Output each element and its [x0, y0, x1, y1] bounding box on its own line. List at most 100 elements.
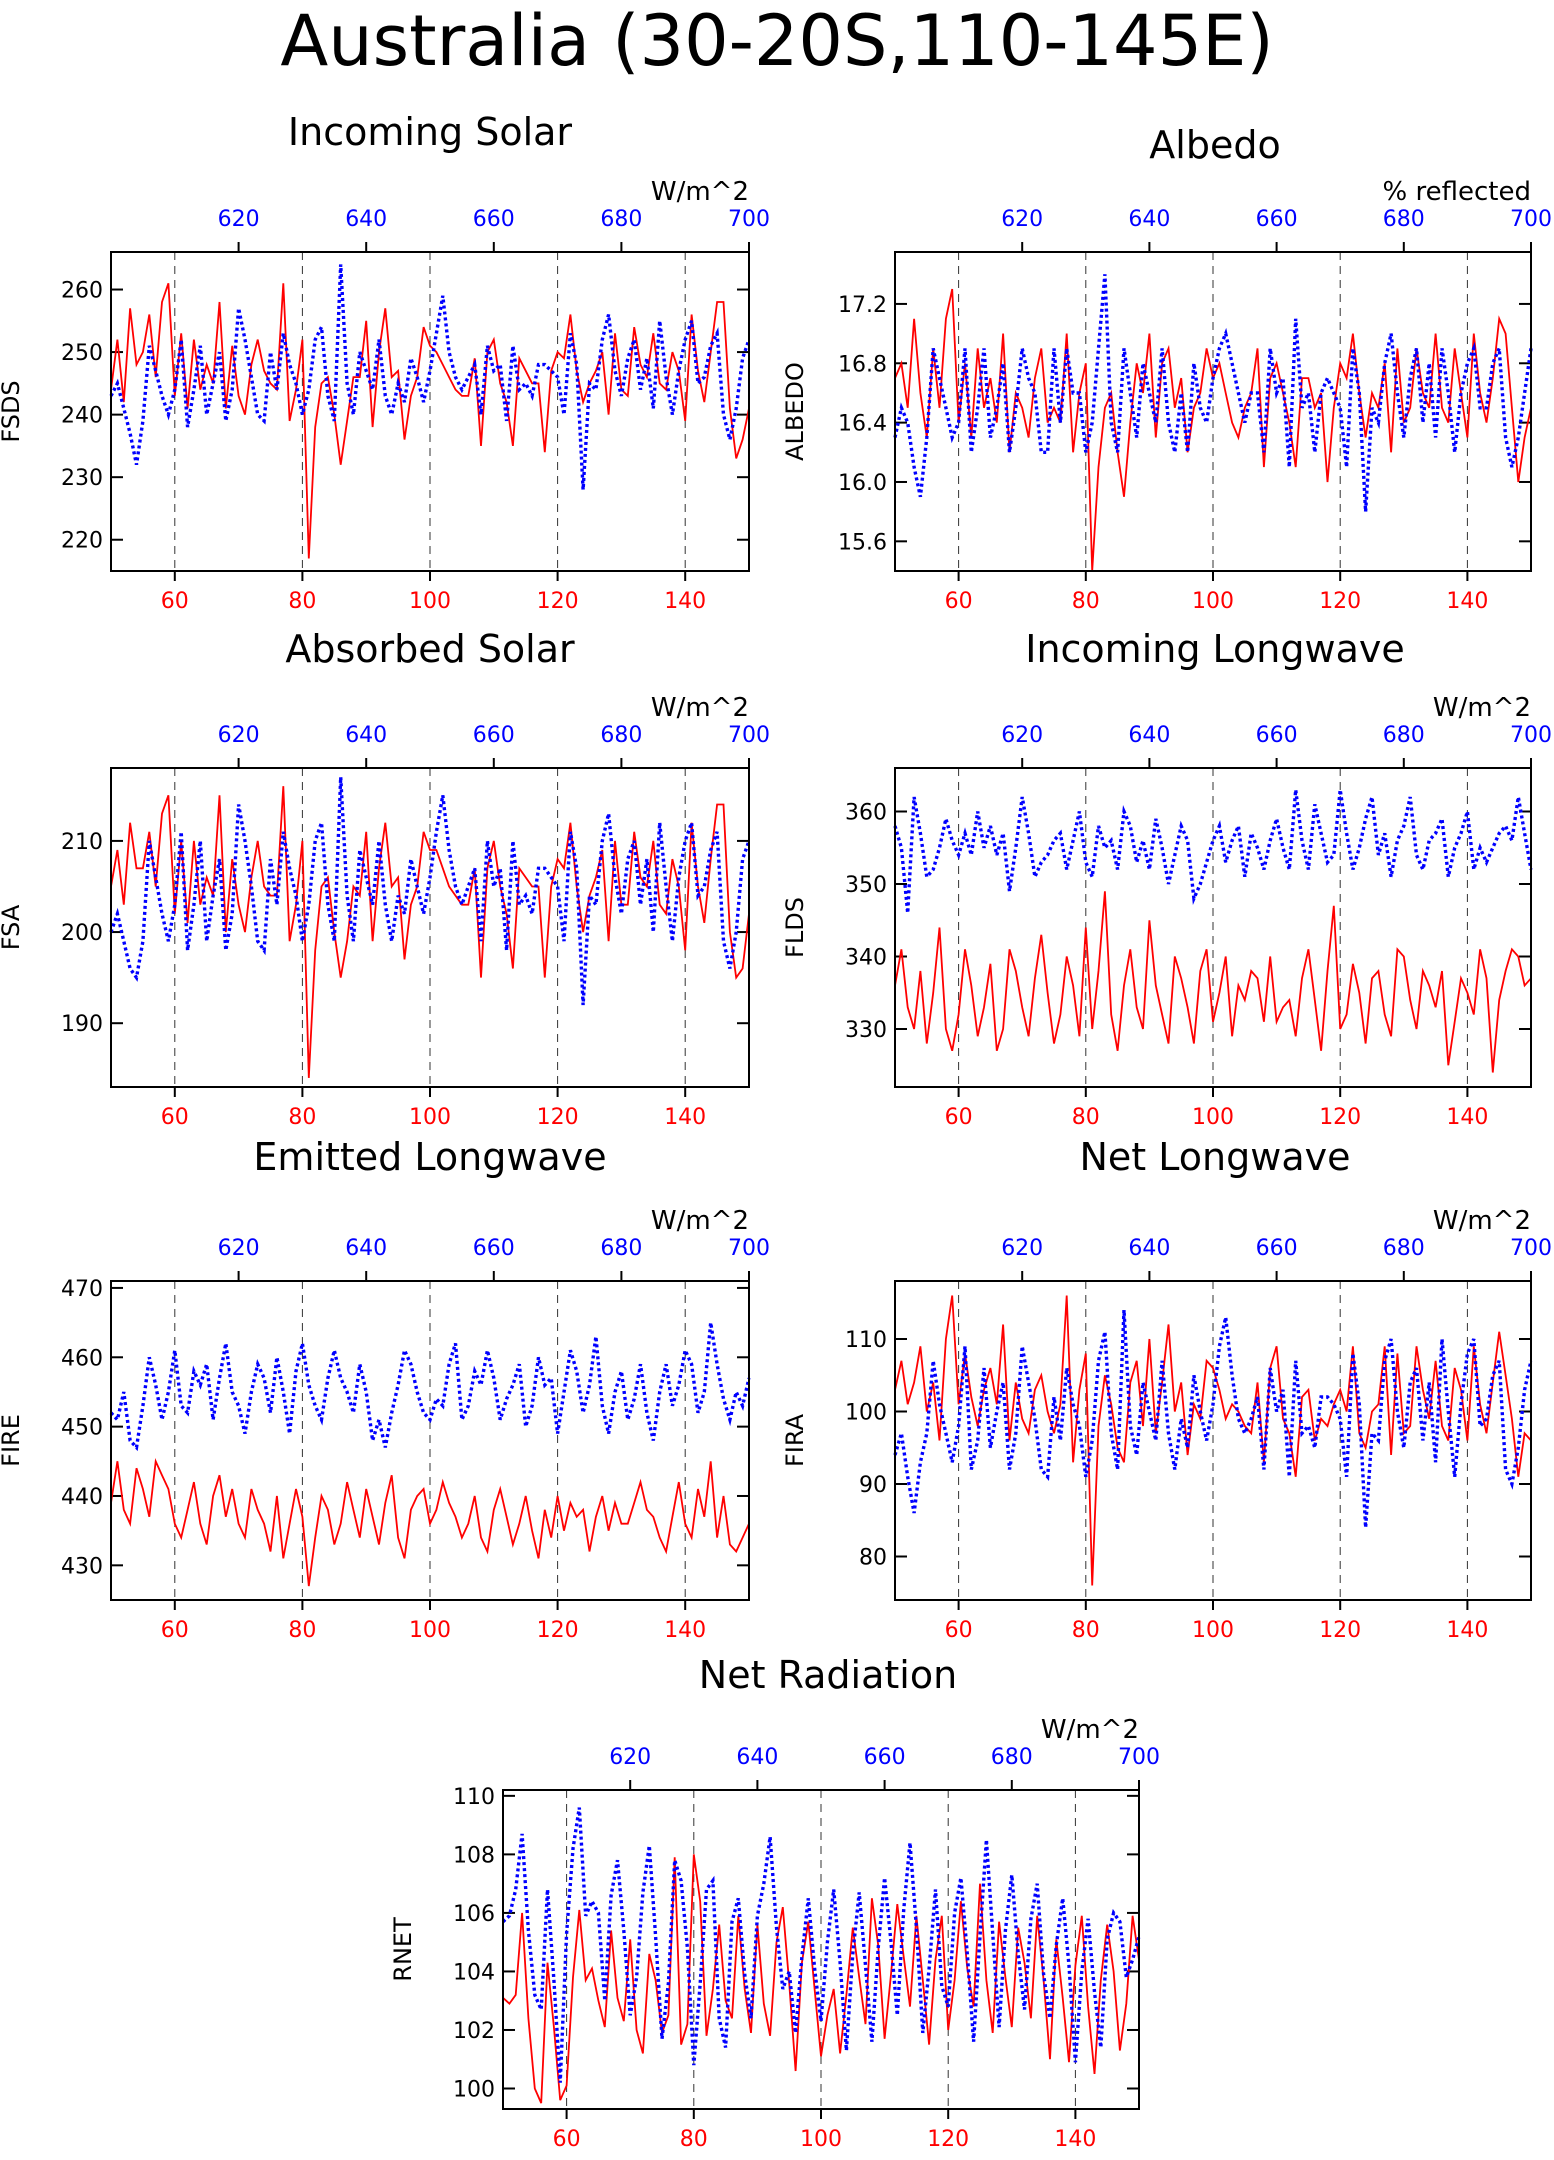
y-tick-label: 108	[453, 1843, 495, 1868]
x-tick-label-bottom: 80	[288, 1105, 316, 1130]
x-tick-label-top: 640	[345, 723, 387, 748]
x-tick-label-top: 620	[1001, 207, 1043, 232]
series-line-bottom-axis	[894, 891, 1532, 1073]
x-tick-label-bottom: 140	[1446, 1618, 1488, 1643]
y-tick-label: 230	[61, 466, 103, 491]
panel-fira: Net Longwave W/m^2 FIRA 80 90 100 110 60 80 100 12…	[781, 1135, 1552, 1643]
x-tick-label-bottom: 60	[945, 1105, 973, 1130]
x-tick-label-bottom: 140	[1446, 1105, 1488, 1130]
y-tick-label: 102	[453, 2019, 495, 2044]
x-tick-label-top: 680	[600, 723, 642, 748]
x-tick-label-bottom: 100	[1192, 1618, 1234, 1643]
x-tick-label-bottom: 60	[945, 1618, 973, 1643]
unit-label: W/m^2	[1433, 1206, 1531, 1236]
y-tick-label: 80	[859, 1546, 887, 1571]
y-tick-label: 17.2	[838, 293, 887, 318]
x-tick-label-top: 620	[218, 1236, 260, 1261]
y-tick-label: 100	[845, 1401, 887, 1426]
x-tick-label-top: 700	[728, 723, 770, 748]
x-tick-label-top: 660	[864, 1745, 906, 1770]
y-tick-label: 16.0	[838, 471, 887, 496]
y-axis-label: FIRA	[781, 1413, 809, 1467]
y-tick-label: 200	[61, 921, 103, 946]
unit-label: W/m^2	[1433, 693, 1531, 723]
y-tick-label: 430	[61, 1554, 103, 1579]
series-line-bottom-axis	[110, 1457, 750, 1587]
x-tick-label-top: 660	[1256, 723, 1298, 748]
x-tick-label-top: 680	[1383, 723, 1425, 748]
y-tick-label: 220	[61, 529, 103, 554]
x-tick-label-bottom: 60	[161, 1618, 189, 1643]
x-tick-label-top: 700	[1510, 207, 1552, 232]
x-tick-label-top: 700	[1118, 1745, 1160, 1770]
plot-frame	[894, 1280, 1532, 1601]
y-axis-label: FIRE	[0, 1414, 25, 1467]
plot-frame	[110, 1280, 750, 1601]
x-tick-label-bottom: 120	[1319, 1618, 1361, 1643]
y-tick-label: 240	[61, 404, 103, 429]
series-line-top-axis	[893, 1309, 1533, 1528]
unit-label: W/m^2	[651, 177, 749, 207]
panels-container: Incoming Solar W/m^2 FSDS 220 230 240 250 260 60…	[0, 110, 1552, 2152]
panel-fire: Emitted Longwave W/m^2 FIRE 430 440 450 460 470…	[0, 1135, 770, 1643]
panel-albedo: Albedo % reflected ALBEDO 15.6 16.0 16.4 16.8 1…	[781, 123, 1552, 614]
x-tick-label-top: 680	[600, 1236, 642, 1261]
y-tick-label: 104	[453, 1960, 495, 1985]
x-tick-label-bottom: 140	[664, 1105, 706, 1130]
x-tick-label-bottom: 100	[1192, 1105, 1234, 1130]
x-tick-label-bottom: 60	[161, 1105, 189, 1130]
series-line-top-axis	[109, 777, 751, 1006]
panel-fsa: Absorbed Solar W/m^2 FSA 190 200 210 60 80 100 12…	[0, 627, 770, 1130]
plot-frame	[110, 251, 750, 572]
x-tick-label-bottom: 120	[927, 2127, 969, 2152]
x-tick-label-top: 700	[1510, 723, 1552, 748]
x-tick-label-bottom: 100	[1192, 589, 1234, 614]
x-tick-label-top: 640	[1128, 1236, 1170, 1261]
y-tick-label: 106	[453, 1902, 495, 1927]
y-tick-label: 16.8	[838, 352, 887, 377]
x-tick-label-bottom: 80	[288, 589, 316, 614]
x-tick-label-bottom: 60	[553, 2127, 581, 2152]
x-tick-label-top: 660	[1256, 207, 1298, 232]
y-tick-label: 15.6	[838, 530, 887, 555]
x-tick-label-bottom: 140	[664, 589, 706, 614]
x-tick-label-bottom: 80	[680, 2127, 708, 2152]
x-tick-label-bottom: 140	[664, 1618, 706, 1643]
x-tick-label-top: 660	[1256, 1236, 1298, 1261]
panel-title: Emitted Longwave	[253, 1135, 606, 1179]
y-tick-label: 460	[61, 1346, 103, 1371]
x-tick-label-bottom: 120	[537, 589, 579, 614]
panel-flds: Incoming Longwave W/m^2 FLDS 330 340 350 360 60…	[781, 627, 1552, 1130]
y-tick-label: 350	[845, 873, 887, 898]
x-tick-label-bottom: 80	[1072, 1105, 1100, 1130]
x-tick-label-top: 620	[218, 207, 260, 232]
y-tick-label: 100	[453, 2078, 495, 2103]
y-tick-label: 440	[61, 1485, 103, 1510]
x-tick-label-top: 640	[345, 1236, 387, 1261]
y-tick-label: 190	[61, 1012, 103, 1037]
x-tick-label-top: 640	[345, 207, 387, 232]
x-tick-label-top: 700	[1510, 1236, 1552, 1261]
x-tick-label-bottom: 80	[288, 1618, 316, 1643]
x-tick-label-top: 700	[728, 1236, 770, 1261]
y-axis-label: FSDS	[0, 380, 25, 442]
x-tick-label-bottom: 100	[409, 1105, 451, 1130]
y-axis-label: FSA	[0, 904, 25, 950]
panel-title: Absorbed Solar	[285, 627, 575, 671]
x-tick-label-top: 620	[1001, 723, 1043, 748]
series-line-top-axis	[893, 274, 1533, 512]
x-tick-label-top: 680	[600, 207, 642, 232]
series-line-top-axis	[893, 789, 1533, 914]
x-tick-label-top: 640	[1128, 207, 1170, 232]
series-line-bottom-axis	[894, 1295, 1532, 1586]
y-axis-label: RNET	[389, 1917, 417, 1982]
y-axis-label: FLDS	[781, 897, 809, 958]
x-tick-label-bottom: 60	[161, 589, 189, 614]
x-tick-label-top: 640	[1128, 723, 1170, 748]
y-tick-label: 470	[61, 1277, 103, 1302]
x-tick-label-top: 680	[1383, 207, 1425, 232]
x-tick-label-top: 680	[1383, 1236, 1425, 1261]
y-tick-label: 360	[845, 801, 887, 826]
x-tick-label-bottom: 60	[945, 589, 973, 614]
